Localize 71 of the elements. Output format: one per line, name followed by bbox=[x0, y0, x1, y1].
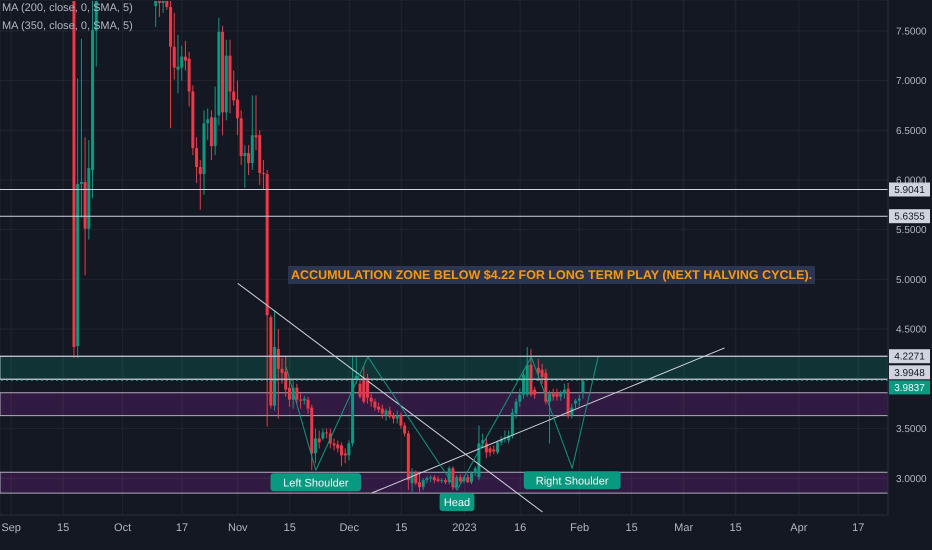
y-tick-label: 5.5000 bbox=[896, 225, 928, 236]
candlestick bbox=[552, 388, 555, 402]
y-tick-label: 7.0000 bbox=[896, 76, 928, 88]
x-tick-label: Apr bbox=[790, 522, 808, 534]
ref-line-label: 3.9837 bbox=[894, 382, 926, 394]
candlestick bbox=[154, 0, 158, 28]
candlestick bbox=[496, 440, 500, 455]
x-tick-label: Nov bbox=[228, 522, 248, 534]
candlestick bbox=[362, 366, 366, 404]
annotation: ACCUMULATION ZONE BELOW $4.22 FOR LONG TERM PLAY (NEXT HALVING CYCLE). bbox=[288, 266, 816, 284]
candlestick bbox=[243, 144, 246, 188]
candlestick bbox=[295, 383, 298, 404]
x-tick-label: 15 bbox=[284, 522, 296, 534]
candlestick bbox=[276, 328, 280, 420]
candlestick bbox=[410, 468, 414, 493]
candlestick bbox=[488, 446, 492, 457]
annotation: Head bbox=[444, 497, 470, 510]
x-tick-label: 15 bbox=[626, 522, 638, 534]
x-tick-label: 15 bbox=[730, 522, 742, 534]
x-tick-label: 17 bbox=[852, 522, 864, 534]
candlestick bbox=[80, 38, 83, 218]
candlestick bbox=[284, 356, 288, 398]
candlestick bbox=[555, 388, 558, 402]
y-tick-label: 4.5000 bbox=[896, 324, 928, 336]
candlestick bbox=[562, 383, 566, 400]
candlestick bbox=[536, 358, 540, 382]
candlestick bbox=[380, 404, 384, 420]
candlestick bbox=[318, 430, 321, 449]
candlestick bbox=[247, 144, 250, 176]
annotation: Right Shoulder bbox=[536, 475, 609, 488]
candlestick bbox=[578, 394, 581, 408]
x-tick-label: Feb bbox=[570, 522, 590, 534]
candlestick bbox=[325, 428, 328, 439]
x-tick-label: 17 bbox=[176, 522, 188, 534]
y-tick-label: 5.0000 bbox=[896, 274, 928, 286]
x-tick-label: Mar bbox=[674, 522, 694, 534]
x-tick-label: Dec bbox=[339, 522, 360, 534]
ref-line-label: 5.9041 bbox=[894, 184, 926, 196]
candlestick bbox=[388, 406, 392, 420]
candlestick bbox=[176, 34, 180, 94]
ref-line-label: 3.9948 bbox=[894, 368, 926, 379]
candlestick bbox=[377, 402, 380, 414]
candlestick bbox=[559, 390, 562, 402]
candlestick bbox=[314, 428, 317, 464]
y-tick-label: 3.5000 bbox=[896, 424, 928, 436]
candlestick bbox=[396, 410, 399, 424]
candlestick bbox=[158, 0, 161, 18]
y-tick-label: 3.0000 bbox=[896, 474, 928, 485]
candlestick bbox=[321, 428, 324, 441]
ref-line-label: 4.2271 bbox=[894, 352, 926, 363]
candlestick bbox=[344, 448, 347, 464]
y-tick-label: 7.5000 bbox=[896, 26, 928, 38]
x-tick-label: 15 bbox=[395, 522, 408, 534]
x-tick-label: 15 bbox=[57, 522, 70, 534]
x-tick-label: Oct bbox=[114, 522, 132, 534]
y-tick-label: 6.5000 bbox=[896, 126, 928, 137]
candlestick bbox=[358, 378, 362, 400]
x-tick-label: 16 bbox=[514, 522, 526, 534]
candlestick bbox=[470, 470, 474, 485]
candlestick bbox=[373, 398, 376, 412]
candlestick bbox=[422, 478, 425, 491]
candlestick bbox=[340, 442, 343, 467]
annotation: Left Shoulder bbox=[283, 477, 349, 490]
x-tick-label: Sep bbox=[1, 522, 21, 534]
x-tick-label: 2023 bbox=[452, 522, 477, 534]
candlestick bbox=[198, 160, 202, 210]
candlestick bbox=[418, 472, 421, 494]
candlestick bbox=[384, 408, 388, 422]
ref-line-label: 5.6355 bbox=[894, 212, 926, 223]
candlestick bbox=[172, 12, 176, 80]
candlestick bbox=[548, 390, 552, 444]
